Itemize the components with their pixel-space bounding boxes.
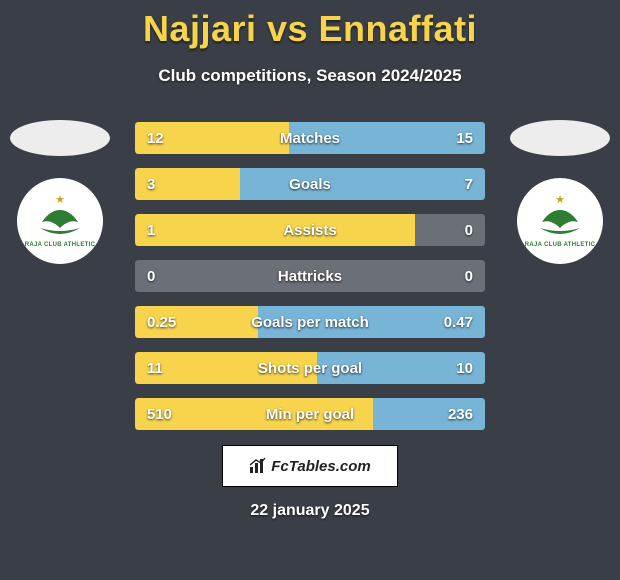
club-ring-text: RAJA CLUB ATHLETIC: [25, 242, 96, 248]
country-flag-right: [510, 120, 610, 156]
stats-container: 12Matches153Goals71Assists00Hattricks00.…: [135, 122, 485, 430]
branding-text: FcTables.com: [271, 458, 370, 475]
stat-label: Goals per match: [199, 314, 421, 331]
country-flag-left: [10, 120, 110, 156]
stat-value-right: 0: [421, 268, 485, 285]
stat-value-left: 510: [135, 406, 199, 423]
stat-label: Assists: [199, 222, 421, 239]
date-text: 22 january 2025: [0, 502, 620, 520]
star-icon: ★: [555, 195, 565, 206]
stat-value-left: 11: [135, 360, 199, 377]
stat-value-left: 0: [135, 268, 199, 285]
stat-value-right: 10: [421, 360, 485, 377]
subtitle: Club competitions, Season 2024/2025: [0, 66, 620, 86]
club-badge-left: ★ RAJA CLUB ATHLETIC: [17, 178, 103, 264]
stat-label: Hattricks: [199, 268, 421, 285]
stat-row: 12Matches15: [135, 122, 485, 154]
stat-row: 11Shots per goal10: [135, 352, 485, 384]
club-crest-icon: [34, 208, 86, 240]
stat-value-right: 0.47: [421, 314, 485, 331]
page-title: Najjari vs Ennaffati: [0, 0, 620, 50]
club-badge-right: ★ RAJA CLUB ATHLETIC: [517, 178, 603, 264]
player-right-badges: ★ RAJA CLUB ATHLETIC: [505, 120, 615, 264]
stat-row: 3Goals7: [135, 168, 485, 200]
stat-value-right: 0: [421, 222, 485, 239]
stat-row: 0Hattricks0: [135, 260, 485, 292]
stat-value-right: 236: [421, 406, 485, 423]
stat-label: Min per goal: [199, 406, 421, 423]
star-icon: ★: [55, 195, 65, 206]
stat-label: Shots per goal: [199, 360, 421, 377]
stat-value-left: 3: [135, 176, 199, 193]
branding-badge: FcTables.com: [222, 445, 398, 487]
stat-value-left: 1: [135, 222, 199, 239]
chart-icon: [249, 457, 267, 475]
stat-label: Goals: [199, 176, 421, 193]
stat-value-right: 7: [421, 176, 485, 193]
club-crest-icon: [534, 208, 586, 240]
club-ring-text: RAJA CLUB ATHLETIC: [525, 242, 596, 248]
stat-value-left: 0.25: [135, 314, 199, 331]
stat-row: 1Assists0: [135, 214, 485, 246]
stat-value-left: 12: [135, 130, 199, 147]
player-left-badges: ★ RAJA CLUB ATHLETIC: [5, 120, 115, 264]
stat-row: 510Min per goal236: [135, 398, 485, 430]
stat-label: Matches: [199, 130, 421, 147]
stat-row: 0.25Goals per match0.47: [135, 306, 485, 338]
stat-value-right: 15: [421, 130, 485, 147]
